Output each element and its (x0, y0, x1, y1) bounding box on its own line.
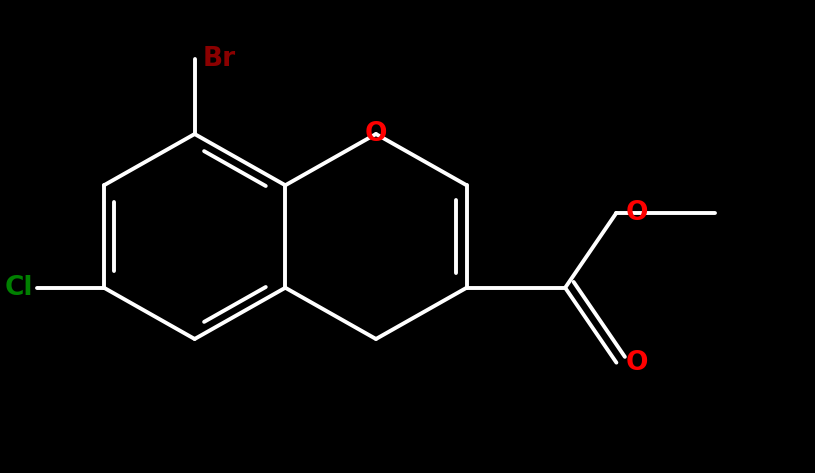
Text: Br: Br (203, 46, 236, 72)
Text: O: O (626, 200, 649, 226)
Text: Cl: Cl (5, 275, 33, 301)
Text: O: O (365, 121, 387, 147)
Text: O: O (626, 350, 649, 376)
